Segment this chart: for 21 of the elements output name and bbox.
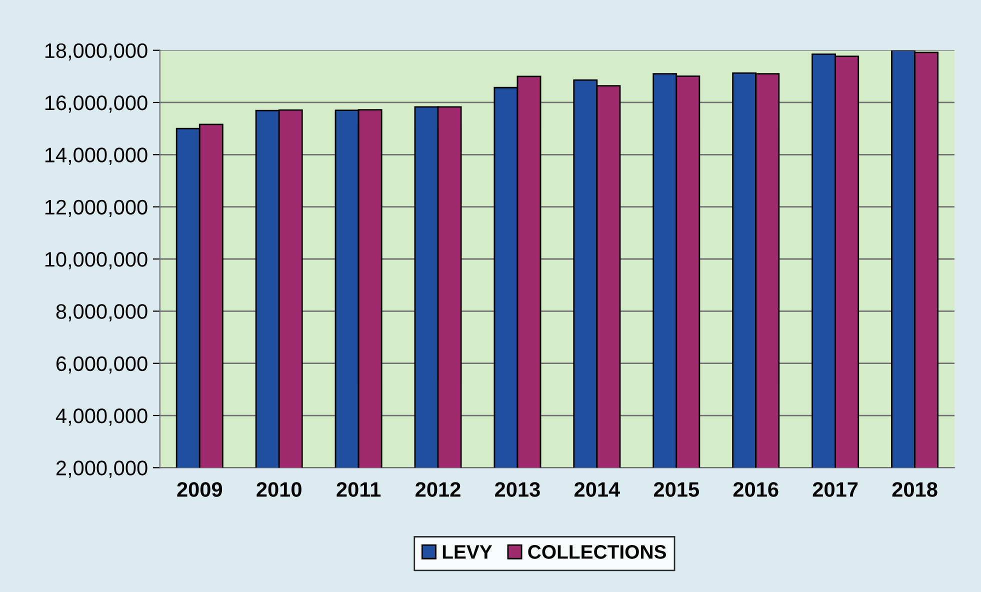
y-tick-label: 6,000,000 [56,356,148,374]
y-tick-label: 10,000,000 [45,252,148,270]
x-tick-label: 2016 [733,482,778,497]
x-tick-label: 2011 [336,482,381,497]
y-tick-label: 12,000,000 [45,200,148,218]
legend-label: LEVY [442,545,492,559]
x-tick-label: 2010 [256,482,302,497]
y-tick-label: 2,000,000 [56,460,148,478]
x-tick-label: 2018 [892,482,938,497]
legend-label: COLLECTIONS [528,545,666,559]
x-tick-label: 2017 [812,482,858,497]
x-tick-label: 2009 [177,482,222,497]
x-tick-label: 2015 [654,482,699,497]
x-tick-label: 2013 [495,482,540,497]
x-tick-label: 2012 [416,482,460,497]
y-tick-label: 18,000,000 [45,43,148,61]
x-tick-label: 2014 [574,482,620,497]
y-tick-label: 16,000,000 [45,95,148,113]
y-tick-label: 4,000,000 [56,408,148,426]
y-tick-label: 14,000,000 [45,148,148,165]
y-tick-label: 8,000,000 [56,304,148,322]
